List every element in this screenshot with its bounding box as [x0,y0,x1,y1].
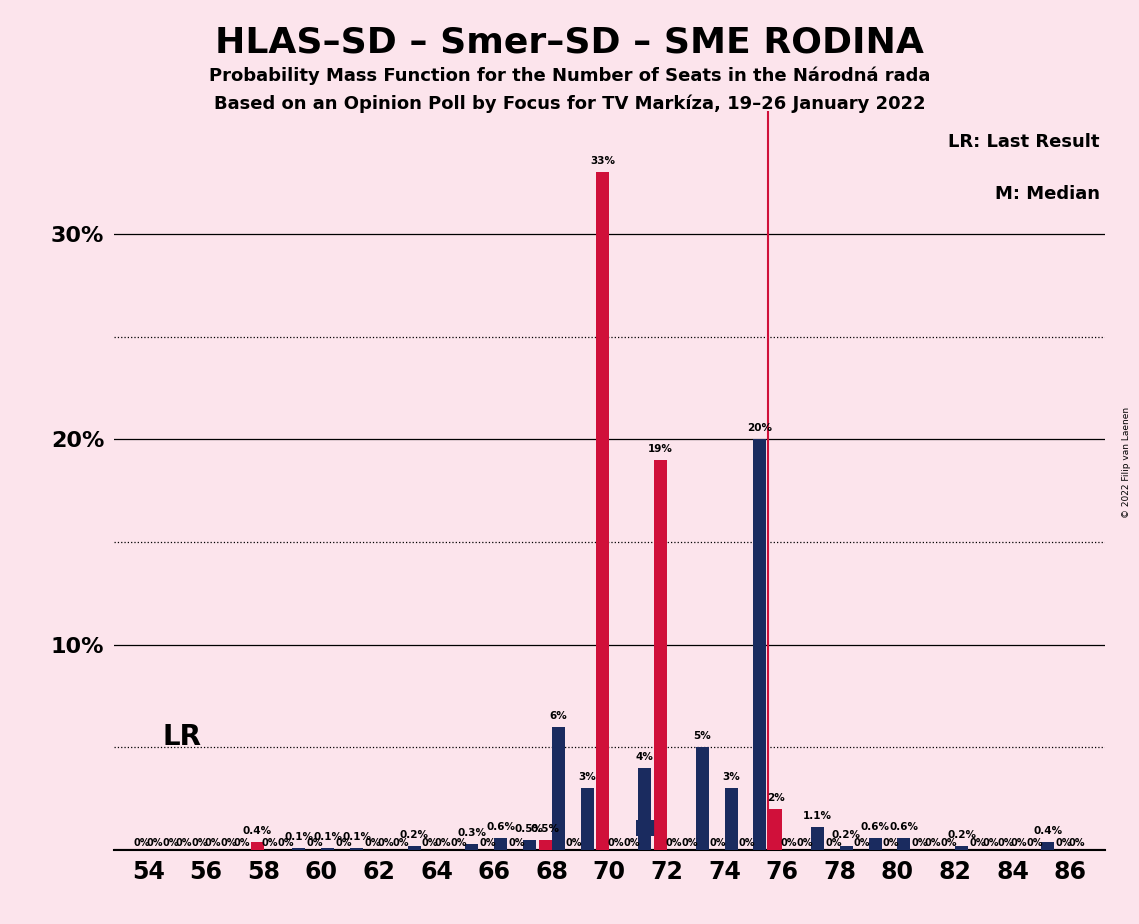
Text: M: M [633,820,656,840]
Text: 0%: 0% [941,838,957,847]
Bar [898,838,910,850]
Text: 5%: 5% [694,731,711,741]
Text: 0.1%: 0.1% [313,832,343,842]
Text: 0.5%: 0.5% [515,823,544,833]
Text: LR: Last Result: LR: Last Result [949,133,1100,151]
Text: 0%: 0% [925,838,941,847]
Text: 20%: 20% [747,423,772,433]
Text: © 2022 Filip van Laenen: © 2022 Filip van Laenen [1122,407,1131,517]
Text: 0.2%: 0.2% [400,830,428,840]
Text: 0.4%: 0.4% [243,826,272,835]
Bar [494,838,507,850]
Text: 1.1%: 1.1% [803,811,831,821]
Text: 0.1%: 0.1% [285,832,313,842]
Text: 0.4%: 0.4% [1033,826,1063,835]
Text: 0%: 0% [233,838,249,847]
Text: 0%: 0% [393,838,410,847]
Text: 0%: 0% [710,838,727,847]
Text: 0%: 0% [377,838,394,847]
Text: 0%: 0% [1068,838,1085,847]
Text: 0%: 0% [364,838,380,847]
Text: 0%: 0% [262,838,278,847]
Bar [753,440,767,850]
Text: M: Median: M: Median [994,185,1100,202]
Bar [597,173,609,850]
Bar [539,840,551,850]
Text: 0%: 0% [739,838,755,847]
Text: 3%: 3% [722,772,740,783]
Bar [654,460,667,850]
Text: 0%: 0% [883,838,899,847]
Text: 0%: 0% [780,838,797,847]
Text: 0.6%: 0.6% [486,821,515,832]
Bar [769,809,782,850]
Bar [408,846,420,850]
Text: 6%: 6% [549,711,567,721]
Text: 0%: 0% [204,838,221,847]
Text: HLAS–SD – Smer–SD – SME RODINA: HLAS–SD – Smer–SD – SME RODINA [215,26,924,60]
Text: 0%: 0% [1011,838,1027,847]
Text: 0%: 0% [163,838,179,847]
Text: 0%: 0% [147,838,163,847]
Text: 0%: 0% [421,838,439,847]
Text: 0%: 0% [825,838,842,847]
Text: 0.2%: 0.2% [831,830,861,840]
Text: 0%: 0% [854,838,870,847]
Text: 0%: 0% [278,838,294,847]
Text: 0.6%: 0.6% [861,821,890,832]
Text: 0%: 0% [306,838,323,847]
Text: 33%: 33% [590,156,615,166]
Bar [869,838,882,850]
Text: 0%: 0% [191,838,207,847]
Text: 0%: 0% [969,838,985,847]
Text: 19%: 19% [648,444,673,454]
Text: 0%: 0% [133,838,150,847]
Text: 0%: 0% [998,838,1015,847]
Text: 2%: 2% [767,793,785,803]
Bar [551,727,565,850]
Bar [350,848,363,850]
Text: 0%: 0% [175,838,192,847]
Bar [724,788,738,850]
Text: 0.6%: 0.6% [890,821,918,832]
Text: 0.1%: 0.1% [342,832,371,842]
Bar [811,828,823,850]
Text: 0.2%: 0.2% [947,830,976,840]
Text: 0%: 0% [1026,838,1043,847]
Text: 0%: 0% [1056,838,1072,847]
Text: 0.3%: 0.3% [458,828,486,838]
Bar [638,768,652,850]
Text: Based on an Opinion Poll by Focus for TV Markíza, 19–26 January 2022: Based on an Opinion Poll by Focus for TV… [214,94,925,113]
Text: 0%: 0% [335,838,352,847]
Text: 0%: 0% [435,838,451,847]
Text: Probability Mass Function for the Number of Seats in the Národná rada: Probability Mass Function for the Number… [208,67,931,85]
Text: 0%: 0% [681,838,697,847]
Bar [696,748,708,850]
Text: 0%: 0% [796,838,813,847]
Text: LR: LR [163,723,202,751]
Bar [839,846,853,850]
Text: 0%: 0% [566,838,582,847]
Bar [251,842,264,850]
Text: 0%: 0% [451,838,467,847]
Text: 0%: 0% [480,838,495,847]
Bar [523,840,536,850]
Bar [954,846,968,850]
Text: 0.5%: 0.5% [531,823,559,833]
Text: 0%: 0% [220,838,237,847]
Bar [581,788,593,850]
Text: 0%: 0% [508,838,525,847]
Bar [1041,842,1055,850]
Text: 0%: 0% [665,838,682,847]
Text: 0%: 0% [607,838,624,847]
Bar [466,844,478,850]
Text: 0%: 0% [982,838,999,847]
Text: 4%: 4% [636,752,654,761]
Text: 3%: 3% [579,772,596,783]
Text: 0%: 0% [911,838,928,847]
Text: 0%: 0% [623,838,640,847]
Bar [293,848,305,850]
Bar [321,848,334,850]
